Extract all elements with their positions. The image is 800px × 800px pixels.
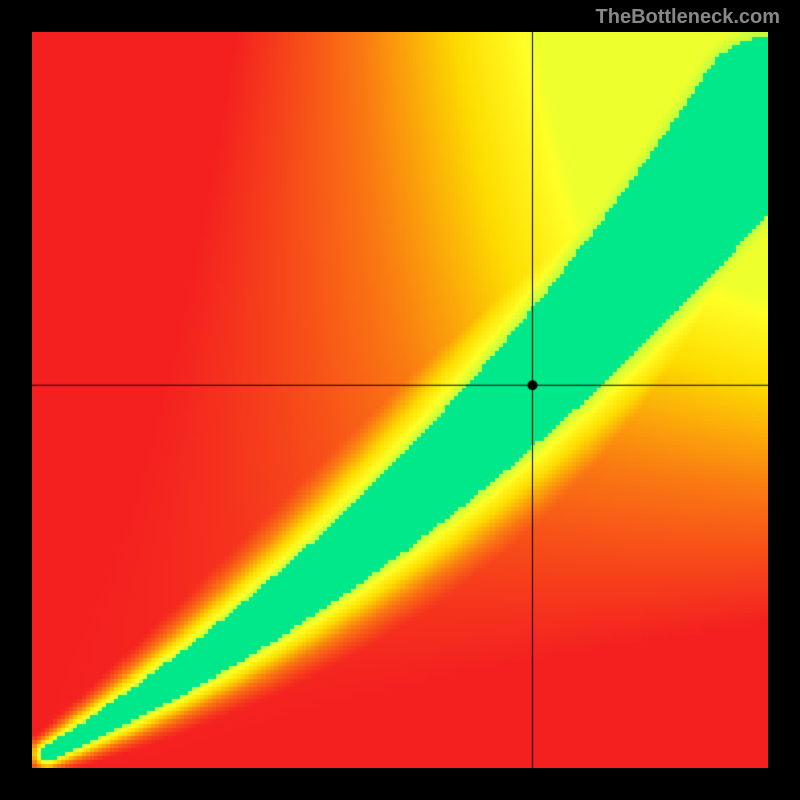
bottleneck-heatmap — [32, 32, 768, 768]
attribution-text: TheBottleneck.com — [596, 6, 780, 29]
chart-container: TheBottleneck.com — [0, 0, 800, 800]
